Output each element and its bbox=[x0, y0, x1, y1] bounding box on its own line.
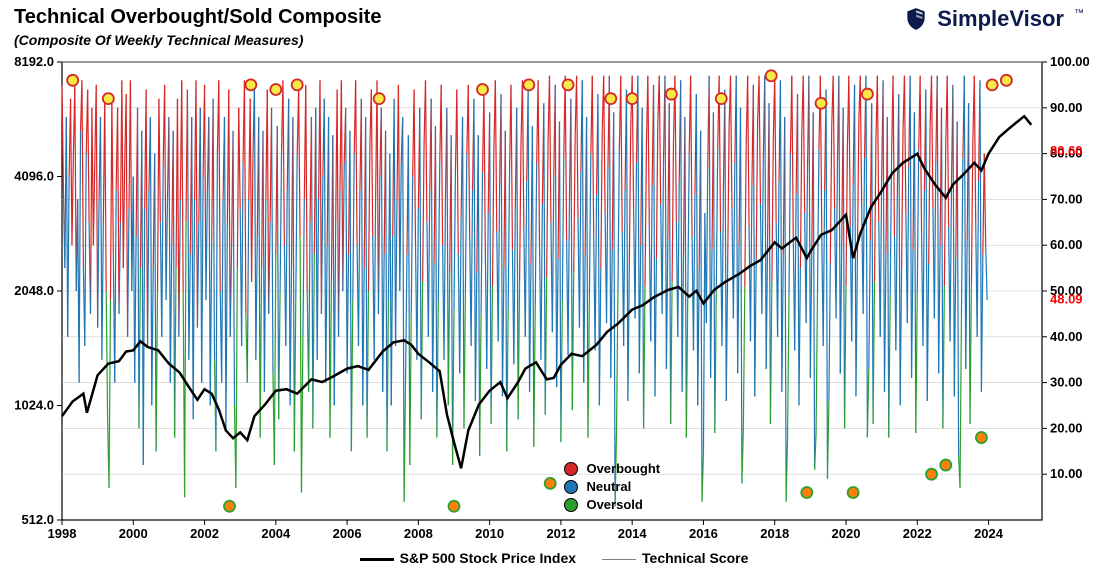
svg-text:2048.0: 2048.0 bbox=[14, 283, 54, 298]
oversold-marker bbox=[801, 487, 812, 498]
overbought-marker bbox=[766, 70, 777, 81]
svg-text:90.00: 90.00 bbox=[1050, 100, 1083, 115]
svg-text:2006: 2006 bbox=[333, 526, 362, 541]
oversold-marker bbox=[545, 478, 556, 489]
overbought-marker bbox=[103, 93, 114, 104]
legend-line-icon bbox=[360, 558, 394, 561]
svg-text:2004: 2004 bbox=[261, 526, 291, 541]
svg-text:20.00: 20.00 bbox=[1050, 420, 1083, 435]
svg-text:2014: 2014 bbox=[618, 526, 648, 541]
svg-text:2012: 2012 bbox=[546, 526, 575, 541]
legend-item: Oversold bbox=[564, 496, 660, 514]
overbought-marker bbox=[816, 98, 827, 109]
legend-dot-icon bbox=[564, 498, 578, 512]
overbought-marker bbox=[666, 89, 677, 100]
svg-text:2022: 2022 bbox=[903, 526, 932, 541]
legend-item: Neutral bbox=[564, 478, 660, 496]
overbought-marker bbox=[605, 93, 616, 104]
overbought-marker bbox=[862, 89, 873, 100]
svg-text:2024: 2024 bbox=[974, 526, 1004, 541]
overbought-marker bbox=[245, 79, 256, 90]
overbought-marker bbox=[270, 84, 281, 95]
overbought-marker bbox=[716, 93, 727, 104]
svg-text:70.00: 70.00 bbox=[1050, 191, 1083, 206]
oversold-marker bbox=[848, 487, 859, 498]
svg-text:8192.0: 8192.0 bbox=[14, 54, 54, 69]
oversold-marker bbox=[940, 460, 951, 471]
overbought-marker bbox=[67, 75, 78, 86]
svg-text:512.0: 512.0 bbox=[21, 512, 54, 527]
svg-text:2020: 2020 bbox=[832, 526, 861, 541]
oversold-marker bbox=[449, 501, 460, 512]
chart-container: Technical Overbought/Sold Composite (Com… bbox=[0, 0, 1108, 575]
legend-line-label: S&P 500 Stock Price Index bbox=[400, 550, 576, 566]
legend-bottom: S&P 500 Stock Price Index Technical Score bbox=[0, 550, 1108, 566]
legend-item: Overbought bbox=[564, 460, 660, 478]
overbought-marker bbox=[563, 79, 574, 90]
svg-text:4096.0: 4096.0 bbox=[14, 169, 54, 184]
legend-item-label: Overbought bbox=[586, 460, 660, 478]
svg-text:2010: 2010 bbox=[475, 526, 504, 541]
oversold-marker bbox=[224, 501, 235, 512]
overbought-marker bbox=[477, 84, 488, 95]
svg-text:2016: 2016 bbox=[689, 526, 718, 541]
legend-series: OverboughtNeutralOversold bbox=[564, 460, 660, 514]
svg-text:48.09: 48.09 bbox=[1050, 292, 1083, 307]
overbought-marker bbox=[987, 79, 998, 90]
overbought-marker bbox=[523, 79, 534, 90]
svg-text:10.00: 10.00 bbox=[1050, 466, 1083, 481]
svg-text:100.00: 100.00 bbox=[1050, 54, 1090, 69]
overbought-marker bbox=[1001, 75, 1012, 86]
svg-text:2000: 2000 bbox=[119, 526, 148, 541]
chart-plot: 1998 2000 2002 2004 2006 2008 2010 2012 2014 2016… bbox=[0, 0, 1108, 575]
svg-text:1998: 1998 bbox=[48, 526, 77, 541]
svg-text:2018: 2018 bbox=[760, 526, 789, 541]
svg-text:80.60: 80.60 bbox=[1050, 143, 1083, 158]
legend-dot-icon bbox=[564, 462, 578, 476]
svg-text:60.00: 60.00 bbox=[1050, 237, 1083, 252]
legend-dot-icon bbox=[564, 480, 578, 494]
svg-text:2008: 2008 bbox=[404, 526, 433, 541]
overbought-marker bbox=[374, 93, 385, 104]
legend-item-label: Oversold bbox=[586, 496, 642, 514]
svg-text:1024.0: 1024.0 bbox=[14, 398, 54, 413]
legend-line-icon bbox=[602, 559, 636, 560]
overbought-marker bbox=[627, 93, 638, 104]
svg-text:2002: 2002 bbox=[190, 526, 219, 541]
oversold-marker bbox=[976, 432, 987, 443]
overbought-marker bbox=[292, 79, 303, 90]
legend-item-label: Neutral bbox=[586, 478, 631, 496]
legend-line-label: Technical Score bbox=[642, 550, 748, 566]
oversold-marker bbox=[926, 469, 937, 480]
svg-text:40.00: 40.00 bbox=[1050, 329, 1083, 344]
svg-text:30.00: 30.00 bbox=[1050, 375, 1083, 390]
